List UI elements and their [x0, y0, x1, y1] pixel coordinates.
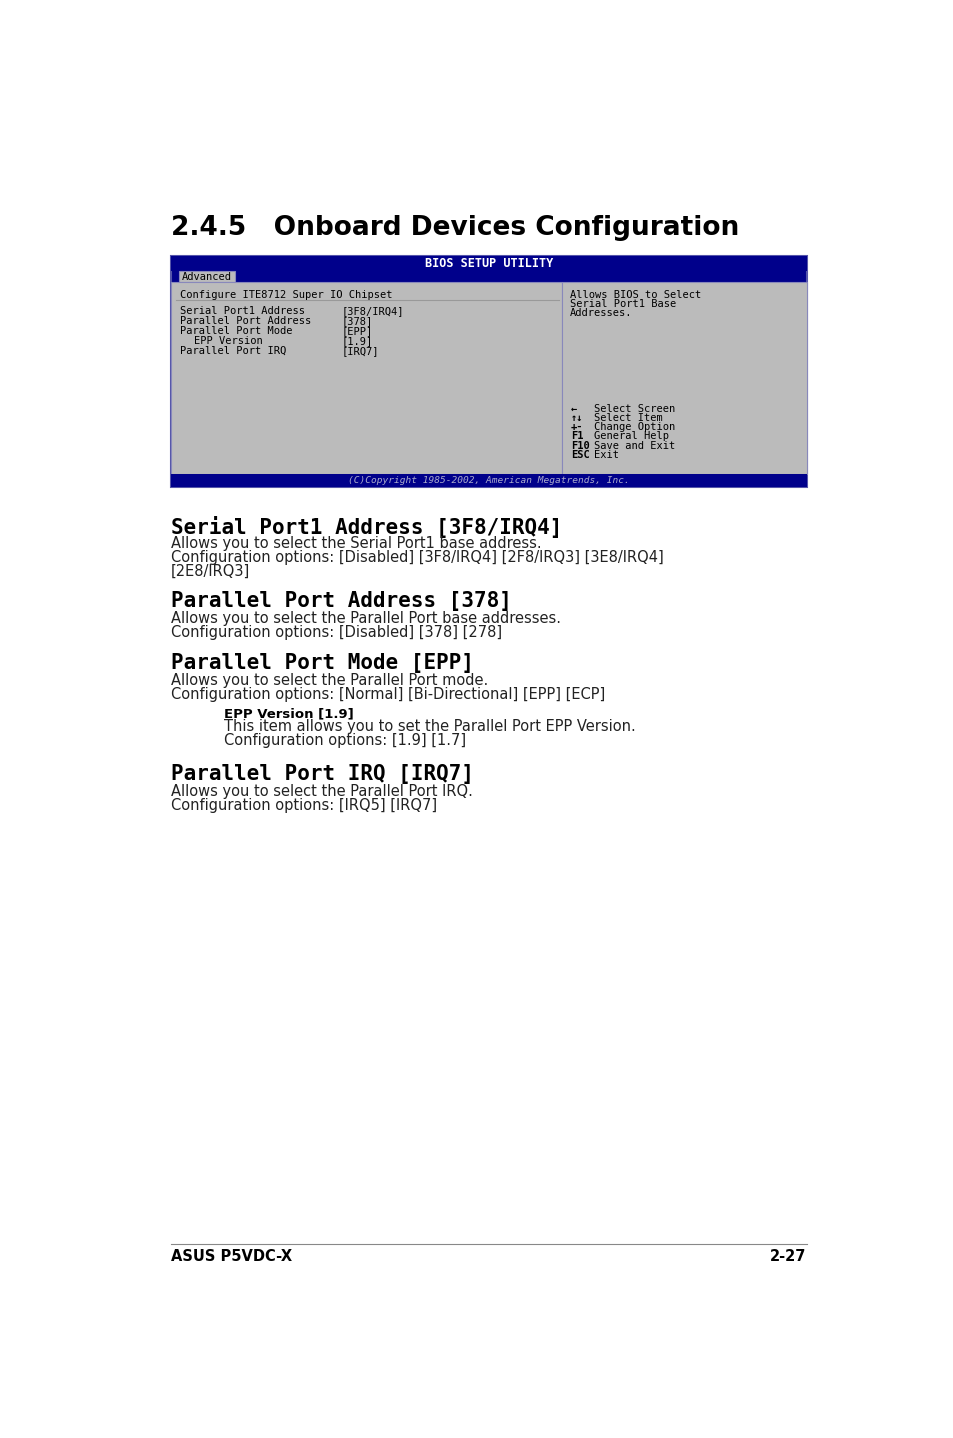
- Text: Configuration options: [Disabled] [378] [278]: Configuration options: [Disabled] [378] …: [171, 626, 502, 640]
- Text: Change Option: Change Option: [594, 421, 675, 431]
- Text: Select Item: Select Item: [594, 413, 662, 423]
- Text: ESC: ESC: [571, 450, 589, 460]
- Text: Configuration options: [Disabled] [3F8/IRQ4] [2F8/IRQ3] [3E8/IRQ4]: Configuration options: [Disabled] [3F8/I…: [171, 549, 663, 565]
- Text: Configure ITE8712 Super IO Chipset: Configure ITE8712 Super IO Chipset: [180, 289, 393, 299]
- Text: Allows you to select the Parallel Port IRQ.: Allows you to select the Parallel Port I…: [171, 784, 473, 800]
- Bar: [171, 282, 561, 475]
- Bar: [171, 475, 806, 486]
- Text: Parallel Port Mode: Parallel Port Mode: [180, 326, 293, 336]
- Text: Configuration options: [1.9] [1.7]: Configuration options: [1.9] [1.7]: [224, 733, 465, 748]
- Text: Advanced: Advanced: [182, 272, 232, 282]
- Text: 2-27: 2-27: [769, 1250, 806, 1264]
- Text: +-: +-: [571, 421, 583, 431]
- Text: EPP Version: EPP Version: [194, 336, 263, 345]
- Bar: [171, 256, 806, 272]
- Text: BIOS SETUP UTILITY: BIOS SETUP UTILITY: [424, 257, 553, 270]
- Text: 2.4.5   Onboard Devices Configuration: 2.4.5 Onboard Devices Configuration: [171, 214, 739, 242]
- Text: F1: F1: [571, 431, 583, 441]
- Text: ASUS P5VDC-X: ASUS P5VDC-X: [171, 1250, 292, 1264]
- Text: Parallel Port Mode [EPP]: Parallel Port Mode [EPP]: [171, 653, 474, 673]
- Text: [378]: [378]: [341, 316, 373, 326]
- Text: Allows BIOS to Select: Allows BIOS to Select: [569, 289, 700, 299]
- Text: Serial Port1 Address [3F8/IRQ4]: Serial Port1 Address [3F8/IRQ4]: [171, 516, 562, 538]
- Text: ↑↓: ↑↓: [571, 413, 583, 423]
- Text: Allows you to select the Serial Port1 base address.: Allows you to select the Serial Port1 ba…: [171, 536, 541, 551]
- Text: General Help: General Help: [594, 431, 669, 441]
- Text: [2E8/IRQ3]: [2E8/IRQ3]: [171, 564, 250, 578]
- Text: [EPP]: [EPP]: [341, 326, 373, 336]
- Text: Serial Port1 Address: Serial Port1 Address: [180, 306, 305, 316]
- Text: Configuration options: [IRQ5] [IRQ7]: Configuration options: [IRQ5] [IRQ7]: [171, 798, 436, 812]
- Bar: [561, 282, 806, 475]
- Text: (C)Copyright 1985-2002, American Megatrends, Inc.: (C)Copyright 1985-2002, American Megatre…: [348, 476, 629, 485]
- Text: ←: ←: [571, 404, 577, 414]
- Text: Save and Exit: Save and Exit: [594, 440, 675, 450]
- Text: Parallel Port IRQ [IRQ7]: Parallel Port IRQ [IRQ7]: [171, 764, 474, 784]
- Text: F10: F10: [571, 440, 589, 450]
- Text: [IRQ7]: [IRQ7]: [341, 345, 378, 355]
- Text: Allows you to select the Parallel Port mode.: Allows you to select the Parallel Port m…: [171, 673, 488, 687]
- Text: This item allows you to set the Parallel Port EPP Version.: This item allows you to set the Parallel…: [224, 719, 635, 735]
- Text: Allows you to select the Parallel Port base addresses.: Allows you to select the Parallel Port b…: [171, 611, 560, 627]
- Text: EPP Version [1.9]: EPP Version [1.9]: [224, 707, 354, 720]
- Text: Select Screen: Select Screen: [594, 404, 675, 414]
- Text: Exit: Exit: [594, 450, 618, 460]
- Text: Parallel Port Address: Parallel Port Address: [180, 316, 312, 326]
- Bar: [179, 272, 234, 282]
- Text: Configuration options: [Normal] [Bi-Directional] [EPP] [ECP]: Configuration options: [Normal] [Bi-Dire…: [171, 687, 605, 702]
- Bar: [171, 256, 806, 486]
- Text: [3F8/IRQ4]: [3F8/IRQ4]: [341, 306, 404, 316]
- Text: [1.9]: [1.9]: [341, 336, 373, 345]
- Text: Parallel Port IRQ: Parallel Port IRQ: [180, 345, 287, 355]
- Text: Parallel Port Address [378]: Parallel Port Address [378]: [171, 591, 512, 611]
- Text: Serial Port1 Base: Serial Port1 Base: [569, 299, 675, 309]
- Text: Addresses.: Addresses.: [569, 308, 631, 318]
